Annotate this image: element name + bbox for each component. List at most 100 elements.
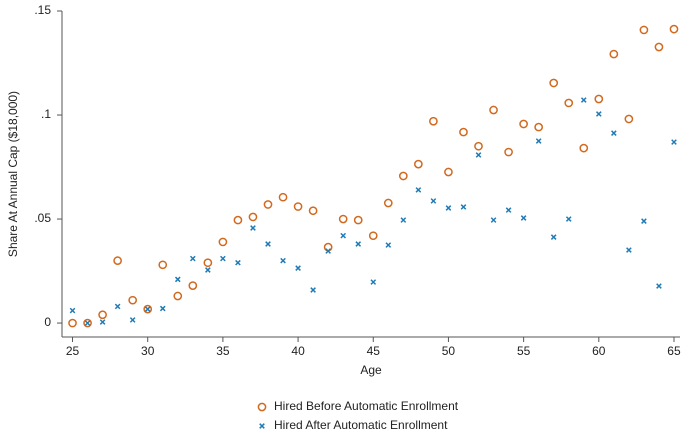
x-tick-label: 55 xyxy=(517,344,531,358)
scatter-point xyxy=(143,304,153,314)
scatter-point xyxy=(445,205,452,211)
x-tick-label: 35 xyxy=(216,344,230,358)
scatter-point xyxy=(159,305,166,312)
scatter-point xyxy=(250,225,256,231)
scatter-point xyxy=(656,283,662,289)
scatter-point xyxy=(565,216,572,222)
scatter-point xyxy=(534,122,544,132)
scatter-point xyxy=(611,130,617,136)
scatter-point xyxy=(415,187,422,193)
scatter-point xyxy=(293,202,303,211)
legend-label: Hired After Automatic Enrollment xyxy=(274,418,448,432)
scatter-point xyxy=(203,258,213,268)
scatter-point xyxy=(325,248,331,254)
scatter-point xyxy=(218,237,228,247)
scatter-point xyxy=(489,105,498,115)
scatter-point xyxy=(280,257,286,264)
x-tick-label: 65 xyxy=(667,344,681,358)
scatter-point xyxy=(323,242,333,252)
scatter-point xyxy=(98,310,107,320)
legend-marker xyxy=(257,402,267,412)
scatter-point xyxy=(205,267,211,273)
scatter-point xyxy=(69,307,76,314)
scatter-point xyxy=(414,159,423,169)
x-tick-label: 25 xyxy=(66,344,80,358)
scatter-point xyxy=(113,256,122,265)
scatter-point xyxy=(263,200,273,209)
scatter-point xyxy=(519,119,528,129)
scatter-point xyxy=(624,114,634,124)
scatter-point xyxy=(459,127,468,137)
scatter-point xyxy=(265,241,271,247)
scatter-point xyxy=(368,231,378,241)
x-tick-label: 45 xyxy=(367,344,381,358)
scatter-point xyxy=(549,78,559,88)
scatter-point xyxy=(520,215,527,221)
scatter-point xyxy=(460,204,467,210)
scatter-point xyxy=(400,217,407,223)
x-tick-label: 50 xyxy=(442,344,456,358)
scatter-point xyxy=(564,98,574,108)
scatter-point xyxy=(580,97,587,103)
scatter-point xyxy=(654,42,664,52)
scatter-point xyxy=(144,306,151,312)
scatter-point xyxy=(278,192,288,202)
scatter-point xyxy=(535,138,542,144)
scatter-point xyxy=(370,279,377,285)
scatter-point xyxy=(474,141,483,151)
scatter-point xyxy=(174,276,181,283)
scatter-point xyxy=(189,255,196,262)
scatter-point xyxy=(595,111,602,117)
y-tick-label: 0 xyxy=(44,315,51,329)
scatter-point xyxy=(220,255,226,262)
scatter-point xyxy=(671,139,677,145)
scatter-point xyxy=(505,207,512,213)
scatter-point xyxy=(430,198,437,204)
scatter-point xyxy=(383,198,393,208)
scatter-point xyxy=(609,49,619,59)
scatter-point xyxy=(639,25,649,35)
scatter-point xyxy=(338,214,348,224)
scatter-point xyxy=(128,295,138,305)
scatter-point xyxy=(444,167,453,177)
legend-label: Hired Before Automatic Enrollment xyxy=(274,399,459,413)
scatter-point xyxy=(385,242,392,248)
scatter-point xyxy=(235,259,241,266)
x-tick-label: 40 xyxy=(291,344,305,358)
scatter-point xyxy=(188,281,198,290)
scatter-point xyxy=(340,232,347,239)
scatter-point xyxy=(550,234,557,240)
scatter-point xyxy=(308,206,318,216)
scatter-point xyxy=(475,152,482,158)
scatter-point xyxy=(83,318,92,328)
scatter-point xyxy=(114,303,121,310)
legend-marker xyxy=(259,423,265,429)
x-axis-title: Age xyxy=(360,363,382,377)
scatter-point xyxy=(504,147,513,157)
y-tick-label: .1 xyxy=(41,107,51,121)
scatter-point xyxy=(398,171,408,181)
scatter-point xyxy=(99,319,106,325)
scatter-point xyxy=(353,215,363,225)
scatter-point xyxy=(429,116,438,126)
scatter-point xyxy=(84,320,91,326)
scatter-point xyxy=(641,218,647,224)
scatter-point xyxy=(490,217,497,223)
y-tick-label: .15 xyxy=(34,3,51,17)
x-tick-label: 30 xyxy=(141,344,155,358)
scatter-point xyxy=(669,24,679,34)
scatter-point xyxy=(233,215,243,225)
scatter-point xyxy=(594,94,604,104)
scatter-point xyxy=(248,212,258,222)
scatter-point xyxy=(68,318,77,328)
scatter-point xyxy=(310,287,316,293)
scatter-point xyxy=(129,317,136,323)
scatter-point xyxy=(158,260,168,270)
scatter-point xyxy=(355,241,362,247)
y-tick-label: .05 xyxy=(34,211,51,225)
scatter-point xyxy=(579,143,589,153)
scatter-point xyxy=(173,291,183,301)
x-tick-label: 60 xyxy=(592,344,606,358)
y-axis-title: Share At Annual Cap ($18,000) xyxy=(6,91,20,257)
